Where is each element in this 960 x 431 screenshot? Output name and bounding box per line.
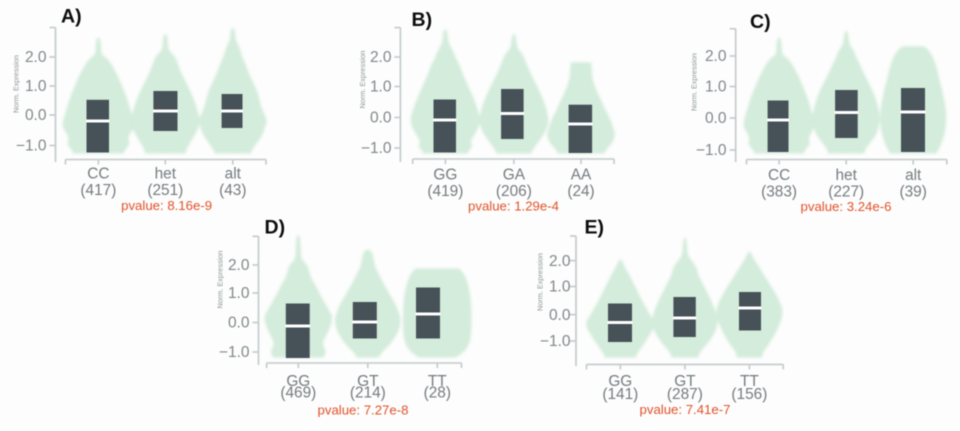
svg-text:GG: GG	[608, 373, 632, 390]
svg-text:−1.0: −1.0	[540, 333, 571, 350]
svg-text:het: het	[155, 165, 177, 182]
svg-text:pvalue: 7.41e-7: pvalue: 7.41e-7	[640, 402, 731, 417]
svg-text:Norm. Expression: Norm. Expression	[216, 251, 225, 309]
svg-text:(24): (24)	[567, 183, 594, 200]
svg-text:(419): (419)	[427, 183, 463, 200]
svg-text:(251): (251)	[147, 182, 183, 199]
svg-text:Norm. Expression: Norm. Expression	[690, 53, 699, 111]
svg-text:(39): (39)	[900, 183, 927, 200]
svg-text:Norm. Expression: Norm. Expression	[536, 253, 545, 311]
svg-text:(383): (383)	[761, 183, 797, 200]
svg-text:alt: alt	[905, 167, 922, 184]
svg-text:D): D)	[265, 217, 286, 239]
svg-text:pvalue: 7.27e-8: pvalue: 7.27e-8	[318, 403, 409, 418]
svg-text:B): B)	[412, 9, 433, 31]
svg-text:(417): (417)	[80, 182, 116, 199]
svg-text:Norm. Expression: Norm. Expression	[12, 55, 21, 113]
svg-text:GT: GT	[674, 373, 696, 390]
svg-text:2.0: 2.0	[370, 49, 392, 66]
svg-text:GA: GA	[503, 167, 526, 184]
svg-text:1.0: 1.0	[228, 285, 250, 302]
svg-text:(206): (206)	[496, 183, 532, 200]
svg-text:1.0: 1.0	[549, 279, 571, 296]
svg-text:(227): (227)	[828, 183, 864, 200]
svg-text:AA: AA	[571, 167, 592, 184]
svg-text:1.0: 1.0	[370, 79, 392, 96]
svg-text:2.0: 2.0	[549, 253, 571, 270]
svg-text:CC: CC	[768, 167, 790, 184]
svg-text:alt: alt	[225, 165, 242, 182]
svg-text:(141): (141)	[602, 386, 638, 403]
svg-text:0.0: 0.0	[228, 315, 250, 332]
svg-text:E): E)	[585, 217, 605, 239]
svg-text:Norm. Expression: Norm. Expression	[358, 51, 367, 109]
svg-text:(287): (287)	[667, 386, 703, 403]
svg-text:het: het	[835, 167, 857, 184]
svg-text:1.0: 1.0	[25, 78, 47, 95]
svg-text:1.0: 1.0	[705, 79, 727, 96]
svg-text:−1.0: −1.0	[219, 344, 250, 361]
svg-text:2.0: 2.0	[25, 49, 47, 66]
svg-text:A): A)	[61, 6, 82, 28]
svg-text:pvalue: 3.24e-6: pvalue: 3.24e-6	[801, 199, 892, 214]
svg-text:(214): (214)	[350, 385, 386, 402]
svg-text:−1.0: −1.0	[361, 140, 392, 157]
svg-text:0.0: 0.0	[25, 107, 47, 124]
svg-text:2.0: 2.0	[228, 257, 250, 274]
svg-text:pvalue: 1.29e-4: pvalue: 1.29e-4	[468, 199, 559, 214]
svg-text:−1.0: −1.0	[696, 142, 727, 159]
svg-text:GG: GG	[286, 373, 310, 390]
svg-text:GG: GG	[433, 167, 457, 184]
svg-text:2.0: 2.0	[705, 48, 727, 65]
svg-text:TT: TT	[740, 373, 759, 390]
svg-text:TT: TT	[428, 373, 447, 390]
svg-text:(469): (469)	[280, 385, 316, 402]
svg-text:(43): (43)	[219, 182, 246, 199]
svg-text:(156): (156)	[731, 386, 767, 403]
svg-text:0.0: 0.0	[549, 307, 571, 324]
svg-text:0.0: 0.0	[705, 110, 727, 127]
svg-text:−1.0: −1.0	[16, 138, 47, 155]
svg-text:(28): (28)	[424, 385, 451, 402]
svg-text:GT: GT	[357, 373, 379, 390]
svg-text:C): C)	[750, 11, 771, 33]
svg-text:0.0: 0.0	[370, 110, 392, 127]
svg-text:CC: CC	[87, 165, 109, 182]
svg-text:pvalue: 8.16e-9: pvalue: 8.16e-9	[121, 198, 212, 213]
